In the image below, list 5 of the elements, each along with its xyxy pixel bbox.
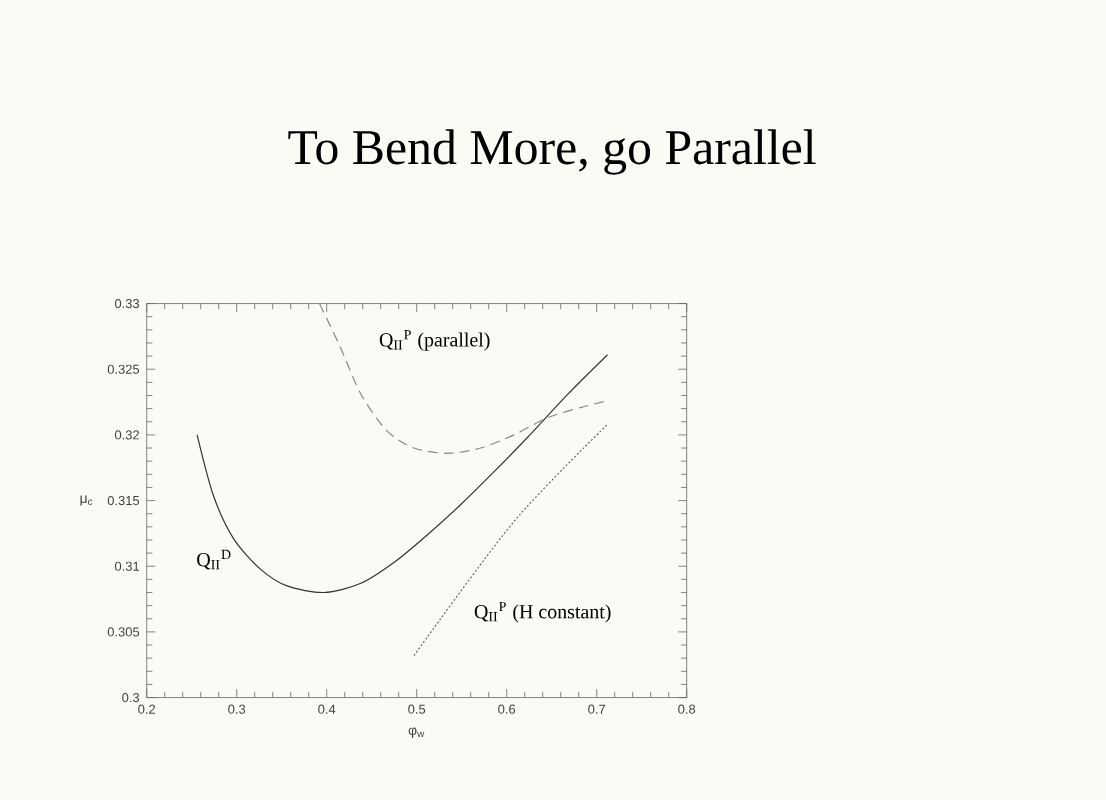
chart-title: To Bend More, go Parallel [288,129,816,175]
line-series [196,354,609,594]
line-series [318,302,609,454]
annotation: Q$_{II}$$^{P}$ (H constant) [474,601,611,623]
annotation: Q$_{II}$$^{P}$ (parallel) [379,330,490,351]
